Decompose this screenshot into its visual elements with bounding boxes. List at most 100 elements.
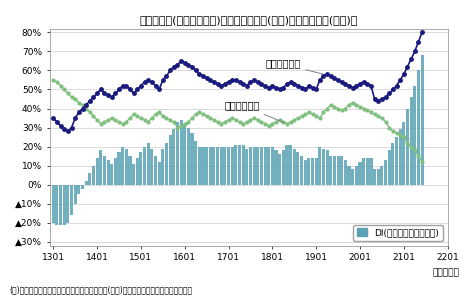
Bar [205,147,208,185]
Bar [249,147,252,185]
Bar [274,150,278,185]
Bar [413,86,416,185]
Bar [289,145,292,185]
Bar [333,156,336,185]
Bar [329,156,332,185]
Bar [355,166,358,185]
Bar [216,147,219,185]
Bar [380,166,383,185]
Bar [410,97,413,185]
Bar [318,147,321,185]
Bar [59,185,62,225]
Bar [326,150,328,185]
Bar [96,158,99,185]
Bar [103,156,106,185]
Bar [66,185,70,223]
Bar [180,120,182,185]
Bar [154,156,157,185]
Bar [107,160,109,185]
Bar [143,147,146,185]
Bar [402,122,405,185]
Bar [84,181,88,185]
Bar [304,160,307,185]
Bar [242,145,245,185]
Bar [169,135,172,185]
Bar [183,124,186,185]
Bar [110,164,113,185]
Legend: DI(上昇品目－下落品目): DI(上昇品目－下落品目) [353,225,443,241]
Bar [92,166,95,185]
Bar [399,130,401,185]
Bar [231,147,234,185]
Bar [351,170,354,185]
Bar [417,71,420,185]
Bar [201,147,205,185]
Bar [278,154,281,185]
Bar [176,122,179,185]
Bar [337,156,340,185]
Bar [150,149,154,185]
Bar [267,147,270,185]
Bar [260,147,263,185]
Bar [392,143,394,185]
Bar [366,158,369,185]
Bar [347,166,351,185]
Bar [358,162,362,185]
Bar [132,164,135,185]
Bar [384,160,387,185]
Bar [128,156,131,185]
Bar [406,109,409,185]
Bar [234,145,237,185]
Bar [377,170,380,185]
Bar [158,162,161,185]
Bar [198,147,201,185]
Bar [223,147,227,185]
Text: (注)消費税率引き上げの影響を除いている。　(資料)総務省統計局「消費者物価指数」: (注)消費税率引き上げの影響を除いている。 (資料)総務省統計局「消費者物価指数… [9,285,192,294]
Bar [296,152,300,185]
Bar [161,149,164,185]
Bar [63,185,66,225]
Bar [212,147,216,185]
Bar [420,55,424,185]
Bar [271,147,274,185]
Bar [315,158,318,185]
Bar [55,185,58,225]
Bar [369,158,373,185]
Bar [121,147,124,185]
Bar [227,147,230,185]
Bar [136,158,139,185]
Bar [187,127,190,185]
Bar [52,185,55,223]
Text: （年・月）: （年・月） [433,269,460,278]
Bar [307,158,310,185]
Bar [340,156,343,185]
Text: 上昇品目割合: 上昇品目割合 [265,59,328,76]
Bar [253,147,255,185]
Bar [77,185,81,194]
Bar [118,152,120,185]
Bar [81,185,84,189]
Bar [99,150,102,185]
Bar [300,156,303,185]
Bar [73,185,77,204]
Bar [139,152,143,185]
Bar [344,160,347,185]
Bar [191,133,193,185]
Bar [125,149,128,185]
Title: 消費者物価(除く生鮮食品)の「上昇品目数(割合)－下落品目数(割合)」: 消費者物価(除く生鮮食品)の「上昇品目数(割合)－下落品目数(割合)」 [139,15,358,25]
Bar [282,150,285,185]
Bar [219,147,223,185]
Bar [172,130,175,185]
Bar [194,141,197,185]
Bar [395,137,398,185]
Bar [70,185,73,215]
Bar [256,147,259,185]
Bar [264,147,266,185]
Bar [165,143,168,185]
Bar [88,173,91,185]
Bar [373,170,376,185]
Bar [388,150,391,185]
Bar [245,149,248,185]
Bar [238,145,241,185]
Bar [362,158,365,185]
